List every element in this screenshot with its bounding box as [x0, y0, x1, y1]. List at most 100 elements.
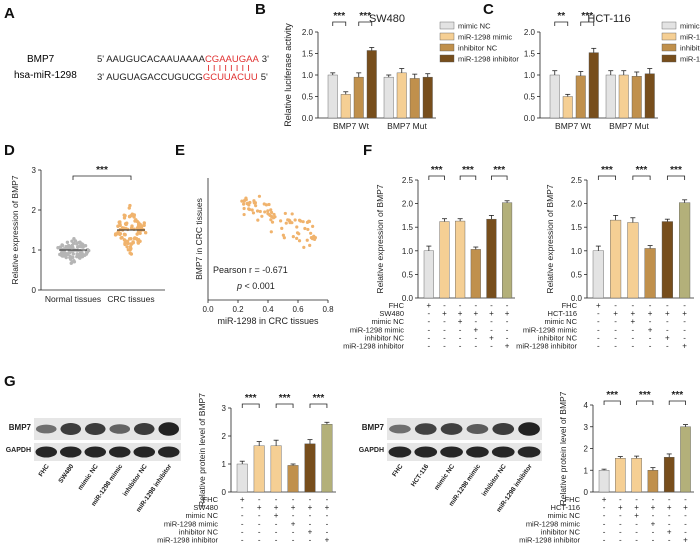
bmp7-band: [440, 423, 463, 435]
data-point: [132, 213, 137, 217]
y-axis-label: Relative luciferase activity: [283, 23, 293, 127]
y-axis-label: Relative expression of BMP7: [375, 184, 385, 293]
treatment-sign: +: [427, 301, 432, 310]
treatment-sign: -: [632, 333, 635, 342]
treatment-sign: -: [684, 519, 687, 528]
data-point: [266, 211, 270, 216]
data-point: [123, 242, 127, 247]
y-tick-label: 0.5: [302, 93, 314, 102]
treatment-sign: -: [474, 317, 477, 326]
bar: [631, 458, 642, 493]
legend-swatch: [439, 43, 455, 52]
treatment-sign: +: [458, 317, 463, 326]
data-point: [65, 240, 70, 244]
treatment-sign: -: [258, 519, 261, 528]
data-point: [70, 260, 74, 264]
data-point: [293, 218, 297, 222]
treatment-sign: +: [473, 309, 478, 318]
treatment-sign: -: [428, 317, 431, 326]
treatment-sign: +: [634, 503, 639, 512]
y-tick-label: 0.0: [302, 114, 314, 123]
bar: [661, 221, 673, 299]
blot-row-label: BMP7: [362, 423, 385, 432]
gapdh-band: [414, 446, 438, 458]
data-point: [291, 234, 295, 239]
gapdh-band: [491, 446, 515, 458]
treatment-sign: -: [490, 301, 493, 310]
treatment-sign: +: [291, 503, 296, 512]
gapdh-band: [157, 446, 180, 458]
treatment-row-label: miR-1298 inhibitor: [516, 342, 577, 351]
treatment-sign: -: [474, 342, 477, 351]
treatment-sign: -: [506, 301, 509, 310]
treatment-sign: +: [634, 511, 639, 520]
bar: [588, 52, 599, 119]
treatment-sign: -: [649, 317, 652, 326]
p-value-rest: < 0.001: [242, 281, 275, 291]
y-tick-label: 0.5: [402, 270, 414, 279]
y-tick-label: 0: [32, 286, 37, 295]
treatment-sign: -: [241, 519, 244, 528]
panel-f-left-chart: 0.0 0.5 1.0 1.5 2.0 2.5 Relative expression of…: [343, 165, 515, 351]
data-point: [83, 253, 87, 258]
treatment-sign: -: [619, 495, 622, 504]
data-point: [250, 208, 254, 212]
data-point: [266, 209, 270, 213]
data-point: [123, 213, 127, 218]
data-point: [258, 209, 262, 214]
mirna-seq-prefix: 3' AUGUAGACCUGUCG: [97, 72, 203, 83]
data-point: [271, 216, 276, 220]
bmp7-band: [414, 423, 437, 435]
y-tick-label: 1.5: [524, 50, 536, 59]
treatment-sign: -: [614, 317, 617, 326]
data-point: [297, 239, 302, 243]
x-tick-label: 0.6: [292, 305, 304, 314]
treatment-sign: -: [635, 519, 638, 528]
data-point: [85, 250, 90, 254]
data-point: [301, 220, 305, 224]
bar: [663, 457, 675, 493]
treatment-sign: -: [683, 317, 686, 326]
panel-g-left-chart: 0 1 2 3 Relative protein level of BMP7 *** ***…: [157, 393, 336, 545]
data-point: [262, 202, 266, 206]
data-point: [254, 204, 258, 208]
bmp7-band: [466, 424, 489, 434]
bar: [455, 220, 466, 299]
bar: [615, 458, 626, 493]
treatment-sign: -: [428, 342, 431, 351]
treatment-sign: -: [428, 325, 431, 334]
x-tick-label: 0.4: [262, 305, 274, 314]
treatment-row-label: miR-1298 inhibitor: [343, 342, 404, 351]
bar: [253, 445, 265, 493]
treatment-sign: +: [442, 309, 447, 318]
bar: [353, 76, 364, 119]
treatment-sign: -: [668, 519, 671, 528]
lane-label: mimic NC: [433, 463, 456, 492]
y-tick-label: 0: [584, 488, 589, 497]
x-category-label: Normal tissues: [45, 294, 101, 304]
data-point: [127, 237, 132, 241]
y-tick-label: 0.0: [524, 114, 536, 123]
bar: [422, 76, 433, 119]
data-point: [256, 218, 260, 222]
treatment-row-label: FHC: [562, 301, 578, 310]
significance-bracket: [636, 400, 654, 405]
gene-seq-suffix: 3': [262, 54, 269, 65]
treatment-row-label: mimic NC: [186, 511, 219, 520]
treatment-sign: +: [489, 333, 494, 342]
treatment-sign: +: [291, 519, 296, 528]
data-point: [252, 201, 256, 205]
y-tick-label: 2.5: [571, 176, 583, 185]
treatment-sign: -: [258, 527, 261, 536]
y-axis-label: Relative expression of BMP7: [10, 175, 20, 284]
data-point: [263, 210, 267, 214]
data-point: [134, 236, 139, 241]
data-point: [303, 226, 307, 231]
significance-label: ***: [672, 390, 684, 401]
treatment-sign: +: [596, 301, 601, 310]
data-point: [125, 239, 130, 243]
lane-label: FHC: [37, 463, 51, 478]
treatment-sign: -: [614, 325, 617, 334]
bar: [340, 94, 351, 119]
